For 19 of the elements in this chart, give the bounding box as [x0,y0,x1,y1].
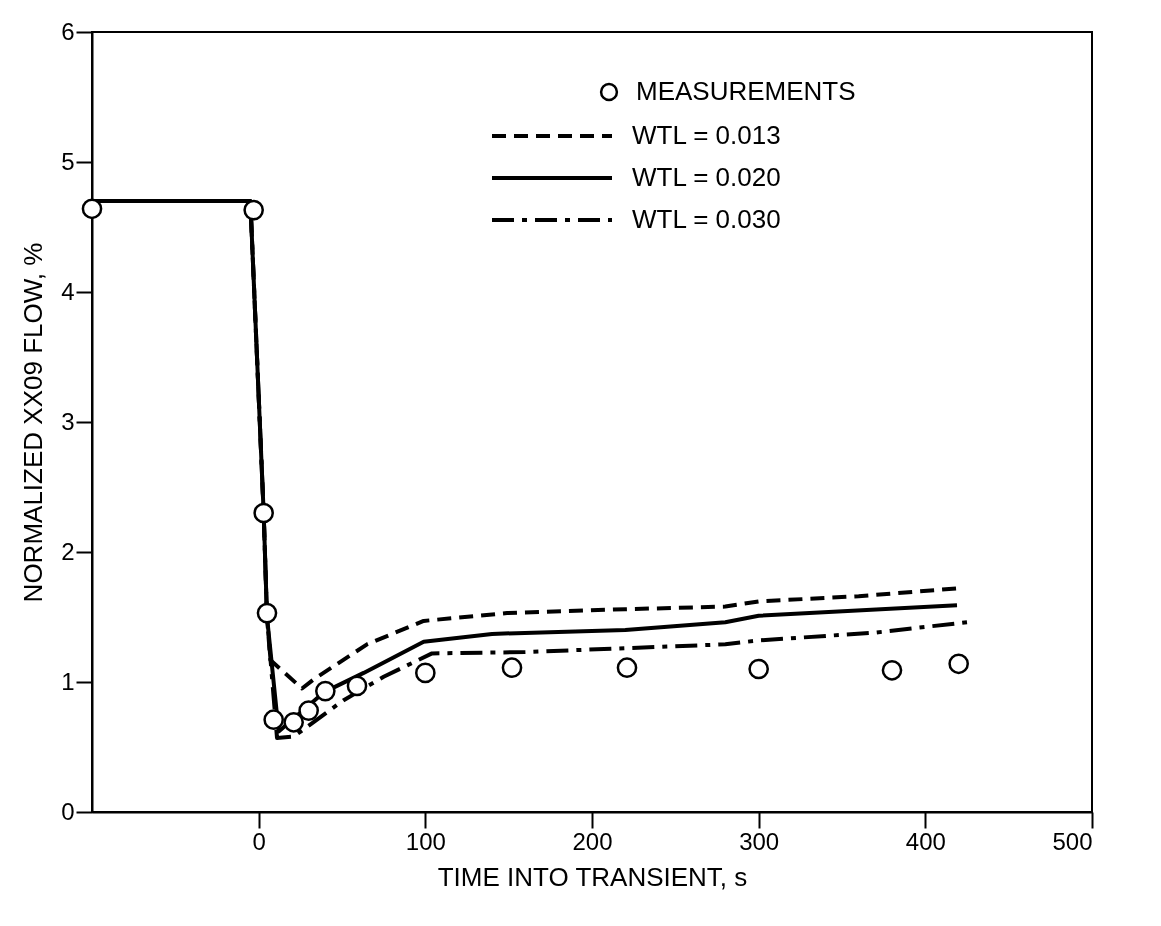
x-tick-label: 300 [739,827,780,855]
x-tick-label: 100 [405,827,446,855]
x-tick-label: 400 [905,827,946,855]
legend-label: WTL = 0.020 [632,162,781,192]
y-axis-title: NORMALIZED XX09 FLOW, % [18,242,49,603]
y-tick-label: 2 [61,537,75,565]
x-tick-label: 500 [1052,827,1093,855]
x-tick-label: 200 [572,827,613,855]
y-tick-label: 0 [61,797,75,825]
x-tick-label: 0 [252,827,266,855]
legend-label: MEASUREMENTS [636,76,856,106]
legend-label: WTL = 0.013 [632,120,781,150]
y-tick-label: 6 [61,17,75,45]
y-tick-label: 5 [61,147,75,175]
y-tick-label: 1 [61,667,75,695]
y-tick-label: 3 [61,407,75,435]
y-tick-label: 4 [61,277,75,305]
legend-label: WTL = 0.030 [632,204,781,234]
x-axis-title: TIME INTO TRANSIENT, s [437,861,748,892]
